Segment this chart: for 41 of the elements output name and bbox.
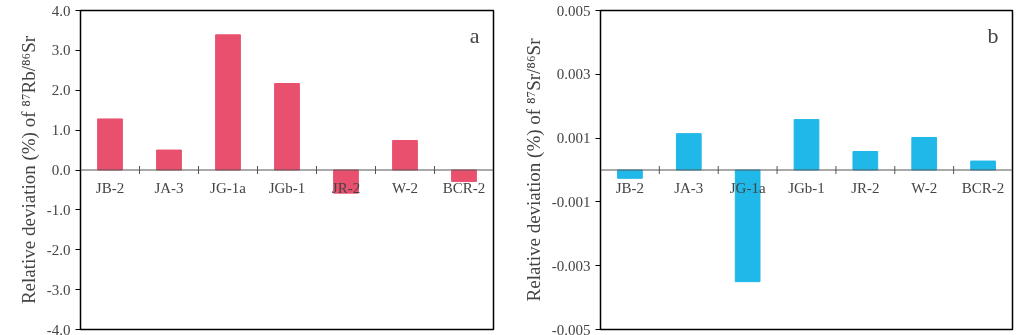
y-tick-label: -4.0 <box>46 321 71 335</box>
y-tick-label: 1.0 <box>51 122 71 139</box>
bar <box>793 119 820 171</box>
bar <box>156 149 182 171</box>
y-axis-title: Relative deviation (%) of ⁸⁷Rb/⁸⁶Sr <box>17 35 40 305</box>
y-tick-label: 0.001 <box>556 130 591 147</box>
annotation: b <box>987 22 999 48</box>
y-tick-label: 4.0 <box>51 2 71 19</box>
y-tick-label: -0.003 <box>551 257 591 274</box>
y-tick-label: -2.0 <box>46 241 71 258</box>
x-tick-label: JGb-1 <box>788 180 825 196</box>
bar <box>911 136 938 171</box>
y-tick-label: 0.0 <box>51 162 71 178</box>
bar <box>970 160 996 171</box>
y-tick-label: -0.005 <box>551 321 591 335</box>
bar <box>215 34 241 171</box>
x-tick-label: JA-3 <box>154 180 184 196</box>
x-tick-label: JR-2 <box>851 180 880 196</box>
x-tick-label: JA-3 <box>674 180 704 196</box>
y-axis-title: Relative deviation (%) of ⁸⁷Sr/⁸⁶Sr <box>522 37 545 302</box>
y-tick-label: -1.0 <box>46 201 71 218</box>
x-tick-label: JGb-1 <box>268 180 306 196</box>
x-tick-label: BCR-2 <box>961 180 1005 196</box>
y-tick-label: -3.0 <box>46 281 71 298</box>
x-tick-label: BCR-2 <box>442 180 486 196</box>
x-tick-label: JB-2 <box>95 180 125 196</box>
y-tick-label: -0.001 <box>551 193 591 210</box>
annotation: a <box>469 22 480 48</box>
x-tick-label: W-2 <box>392 180 418 196</box>
bar <box>274 82 300 171</box>
x-tick-label: JB-2 <box>615 180 645 196</box>
x-tick-label: W-2 <box>911 180 938 196</box>
y-tick-label: 0.003 <box>556 66 591 83</box>
bar <box>675 133 702 171</box>
x-tick-label: JG-1a <box>210 180 247 196</box>
bar <box>97 118 123 171</box>
y-tick-label: 3.0 <box>51 42 71 59</box>
y-tick-label: 0.005 <box>556 2 591 19</box>
bar <box>392 139 418 171</box>
bar <box>852 151 879 171</box>
y-tick-label: 2.0 <box>51 82 71 99</box>
